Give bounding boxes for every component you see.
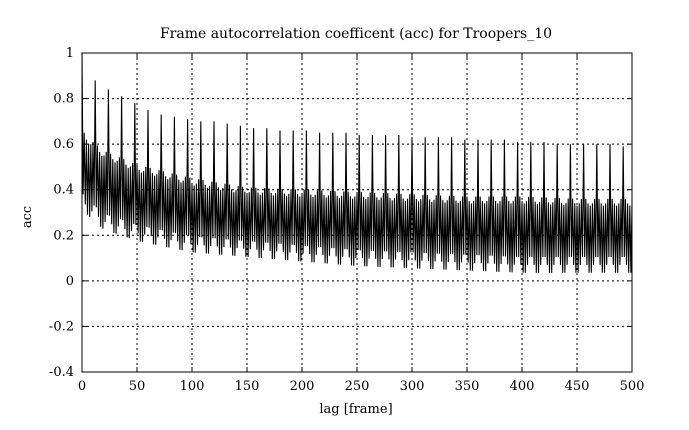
x-axis-label: lag [frame] (319, 402, 392, 417)
x-tick-label: 350 (455, 379, 480, 394)
x-tick-label: 250 (345, 379, 370, 394)
x-tick-label: 450 (565, 379, 590, 394)
x-tick-label: 300 (400, 379, 425, 394)
tick-marks (81, 52, 633, 373)
acc-series-line (81, 52, 633, 273)
x-tick-label: 0 (78, 379, 86, 394)
x-tick-label: 100 (180, 379, 205, 394)
y-tick-label: -0.2 (49, 319, 74, 334)
x-tick-label: 200 (290, 379, 315, 394)
x-tick-label: 400 (510, 379, 535, 394)
y-tick-label: 0.4 (53, 183, 74, 198)
y-tick-label: 0.6 (53, 137, 74, 152)
y-tick-label: 0.2 (53, 228, 74, 243)
y-axis-label: acc (20, 206, 35, 228)
x-tick-label: 500 (620, 379, 645, 394)
y-tick-label: 1 (66, 46, 74, 61)
series-group (81, 52, 633, 273)
x-tick-labels: 0 50 100 150 200 250 300 350 400 450 500 (78, 379, 645, 394)
y-tick-labels: -0.4 -0.2 0 0.2 0.4 0.6 0.8 1 (49, 46, 74, 380)
chart-title: Frame autocorrelation coefficent (acc) f… (160, 26, 552, 42)
y-tick-label: -0.4 (49, 365, 74, 380)
x-tick-label: 150 (235, 379, 260, 394)
y-tick-label: 0.8 (53, 92, 74, 107)
x-tick-label: 50 (129, 379, 146, 394)
y-tick-label: 0 (66, 274, 74, 289)
